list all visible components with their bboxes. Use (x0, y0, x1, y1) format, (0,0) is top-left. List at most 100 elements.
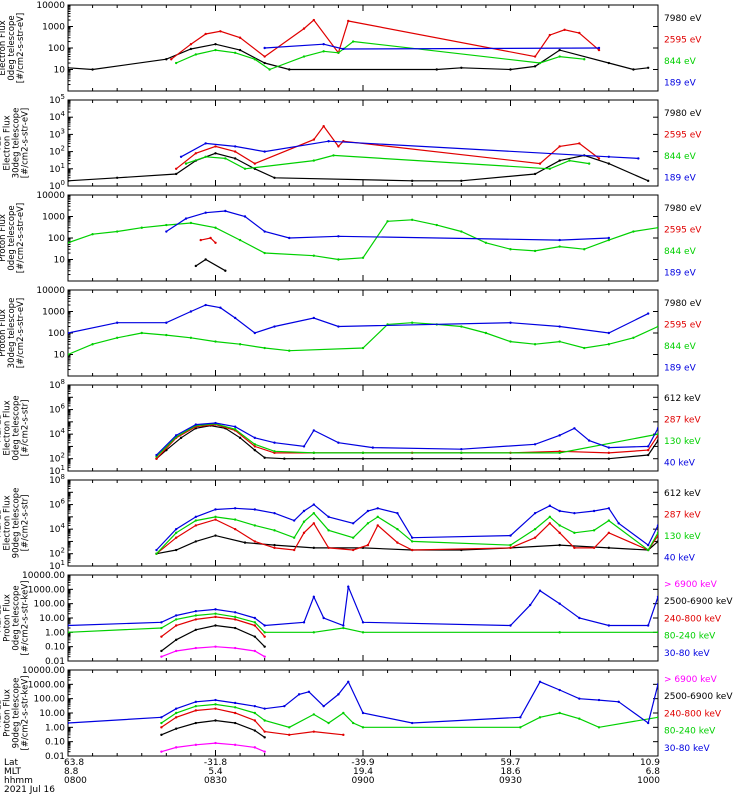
data-point (646, 448, 650, 452)
legend-entry: 2595 eV (664, 36, 702, 46)
data-point (484, 241, 488, 244)
data-point (656, 716, 658, 719)
data-point (646, 721, 650, 725)
data-point (68, 241, 70, 244)
data-point (253, 719, 257, 722)
legend-entry: 7980 eV (664, 109, 702, 119)
data-point (233, 527, 237, 531)
data-point (214, 518, 217, 521)
data-point (68, 721, 70, 725)
data-point (366, 522, 370, 525)
data-point (174, 707, 178, 710)
legend-entry: 30-80 keV (664, 744, 710, 754)
data-point (302, 445, 306, 448)
data-point (263, 61, 266, 65)
data-point (214, 645, 217, 648)
series-group (68, 124, 650, 183)
data-point (224, 157, 227, 160)
data-point (204, 155, 207, 158)
data-point (165, 230, 168, 233)
data-point (573, 546, 576, 550)
data-point (174, 614, 178, 617)
data-point (263, 346, 266, 350)
data-point (194, 700, 198, 704)
data-point (509, 546, 512, 550)
data-point (233, 611, 237, 614)
data-point (91, 68, 94, 71)
data-point (578, 142, 581, 145)
data-point (371, 446, 375, 449)
data-point (538, 680, 542, 684)
data-point (361, 346, 365, 350)
data-point (155, 552, 158, 555)
data-point (396, 527, 399, 531)
footer-tick-value: 10.9 (640, 758, 660, 768)
data-point (509, 534, 512, 537)
data-point (573, 511, 576, 515)
data-point (263, 55, 266, 58)
data-point (410, 321, 414, 324)
legend-entry: 40 keV (664, 459, 696, 469)
data-point (194, 515, 198, 519)
data-point (214, 145, 217, 148)
data-point (337, 325, 340, 328)
legend-entry: 240-800 keV (664, 709, 722, 719)
series-group (155, 421, 658, 460)
data-point (558, 325, 561, 328)
data-point (214, 612, 217, 615)
data-point (160, 716, 163, 719)
data-point (233, 646, 237, 650)
data-point (351, 522, 355, 525)
data-point (509, 68, 512, 71)
data-point (179, 436, 183, 440)
data-point (327, 721, 330, 725)
data-point (646, 66, 650, 69)
data-point (312, 159, 316, 162)
data-point (592, 509, 596, 513)
data-point (219, 30, 222, 33)
data-point (607, 236, 611, 240)
data-point (184, 162, 188, 165)
data-point (263, 635, 266, 638)
data-point (165, 333, 168, 337)
data-point (263, 719, 266, 722)
data-point (646, 543, 650, 547)
data-point (592, 529, 596, 532)
data-point (194, 614, 198, 617)
data-point (312, 18, 316, 22)
y-axis-label: MEPEDProton Flux90deg telescope[#/cm2-s-… (0, 676, 31, 751)
data-point (91, 233, 94, 236)
y-axis-label: Proton Flux0deg telescope[#/cm2-s-str-eV… (0, 203, 26, 273)
y-tick-label: 101 (49, 559, 65, 572)
data-point (253, 436, 257, 440)
data-point (219, 306, 222, 309)
data-point (410, 540, 414, 543)
footer-tick-value: -31.8 (204, 758, 228, 768)
data-point (238, 36, 242, 39)
legend-entry: 844 eV (664, 57, 697, 67)
data-point (194, 423, 198, 426)
data-point (273, 450, 276, 453)
series-group (155, 503, 658, 555)
y-axis-label: MEPEDElectron Flux0deg telescope[#/cm2-s… (0, 395, 31, 460)
y-tick-label: 10000.00 (22, 666, 65, 676)
data-point (656, 595, 658, 599)
data-point (578, 31, 581, 35)
panel-3: 10000 1000 100 10 Proton Flux0deg telescope[… (0, 191, 702, 282)
data-point (376, 515, 379, 519)
data-point (174, 716, 178, 719)
data-point (253, 445, 257, 448)
data-point (194, 618, 198, 621)
data-point (253, 624, 257, 627)
data-point (410, 548, 414, 552)
data-point (233, 626, 237, 630)
data-point (238, 343, 242, 346)
data-point (214, 241, 217, 244)
data-point (174, 624, 178, 627)
data-point (214, 508, 217, 511)
data-point (533, 172, 537, 176)
legend-entry: 612 keV (664, 394, 701, 404)
y-tick-label: 10000 (36, 286, 65, 296)
data-point (597, 46, 601, 50)
data-point (174, 527, 178, 531)
